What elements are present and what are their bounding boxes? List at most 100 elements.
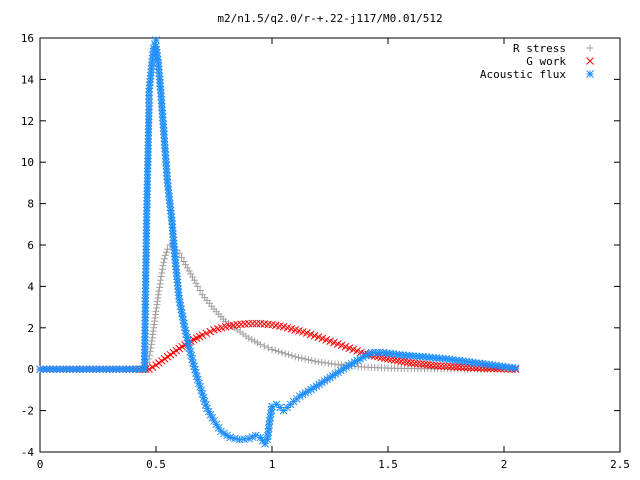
data-point xyxy=(248,319,257,328)
data-point xyxy=(453,363,462,371)
data-point xyxy=(145,91,153,100)
data-point xyxy=(202,329,211,338)
data-point xyxy=(206,327,214,336)
data-point xyxy=(178,253,186,261)
data-point xyxy=(159,262,167,270)
data-point xyxy=(160,258,168,266)
y-tick-label: 8 xyxy=(27,198,34,211)
data-point xyxy=(433,361,442,370)
data-point xyxy=(443,362,452,371)
data-point xyxy=(271,347,279,355)
series-layer xyxy=(36,36,520,448)
data-point xyxy=(245,334,253,342)
data-point xyxy=(256,340,264,348)
axes: 0 0.5 1 1.5 2 2.5 -4 -2 0 2 4 6 8 10 12 14 16 xyxy=(21,32,630,471)
data-point xyxy=(252,319,261,328)
y-tick-label: 6 xyxy=(27,239,34,252)
legend-marker xyxy=(586,44,594,52)
data-point xyxy=(423,360,432,369)
data-point xyxy=(158,269,166,277)
data-point xyxy=(413,359,422,368)
data-point xyxy=(260,342,268,350)
data-point xyxy=(291,353,299,361)
data-point xyxy=(295,354,303,362)
data-point xyxy=(158,265,166,273)
y-tick-label: 16 xyxy=(21,32,34,45)
legend-label: R stress xyxy=(513,42,566,55)
data-point xyxy=(244,319,253,328)
legend-marker xyxy=(586,70,594,78)
data-point xyxy=(437,362,445,370)
data-point xyxy=(132,365,141,374)
data-point xyxy=(457,363,465,372)
data-point xyxy=(198,331,207,339)
data-point xyxy=(285,351,293,359)
data-point xyxy=(450,363,459,371)
plot-frame xyxy=(39,37,621,453)
data-point xyxy=(367,348,376,357)
data-point xyxy=(161,251,169,259)
data-point xyxy=(187,270,195,278)
data-point xyxy=(147,344,155,352)
chart-title: m2/n1.5/q2.0/r-+.22-j117/M0.01/512 xyxy=(217,12,442,25)
data-point xyxy=(231,434,239,443)
data-point xyxy=(194,282,202,290)
series-r-stress xyxy=(36,241,520,373)
data-point xyxy=(152,36,160,44)
y-tick-label: 10 xyxy=(21,156,34,169)
data-point xyxy=(156,280,164,288)
data-point xyxy=(275,348,283,356)
x-tick-label: 0 xyxy=(37,458,44,471)
data-point xyxy=(145,98,153,107)
data-point xyxy=(410,359,419,368)
data-point xyxy=(148,363,157,371)
legend-marker xyxy=(586,57,594,65)
data-point xyxy=(430,361,439,370)
legend-label: Acoustic flux xyxy=(480,68,566,81)
data-point xyxy=(162,248,170,256)
data-point xyxy=(157,273,165,281)
x-tick-label: 2.5 xyxy=(610,458,630,471)
y-tick-label: -4 xyxy=(21,446,35,459)
x-tick-label: 2 xyxy=(501,458,508,471)
data-point xyxy=(161,255,169,263)
x-tick-label: 1.5 xyxy=(378,458,398,471)
data-point xyxy=(164,245,172,253)
data-point xyxy=(407,359,416,367)
data-point xyxy=(281,350,289,358)
y-tick-label: 14 xyxy=(21,73,35,86)
data-point xyxy=(511,364,520,373)
data-point xyxy=(254,339,261,347)
data-point xyxy=(353,356,362,365)
data-point xyxy=(440,362,449,371)
x-tick-label: 0.5 xyxy=(146,458,166,471)
series-acoustic-flux xyxy=(36,36,520,448)
y-tick-label: 0 xyxy=(27,363,34,376)
data-point xyxy=(157,276,165,284)
data-point xyxy=(155,287,163,295)
y-tick-label: 12 xyxy=(21,115,34,128)
data-point xyxy=(304,356,312,364)
data-point xyxy=(420,360,429,369)
data-point xyxy=(397,357,406,366)
data-point xyxy=(288,352,296,360)
data-point xyxy=(155,283,163,291)
x-tick-label: 1 xyxy=(269,458,276,471)
y-tick-label: 2 xyxy=(27,322,34,335)
data-point xyxy=(182,261,190,269)
data-point xyxy=(192,279,200,287)
y-tick-label: -2 xyxy=(21,405,34,418)
data-point xyxy=(404,358,412,367)
data-point xyxy=(248,336,256,344)
data-point xyxy=(180,258,188,266)
data-point xyxy=(196,287,204,295)
data-point xyxy=(264,344,272,352)
data-point xyxy=(154,291,162,299)
data-point xyxy=(311,357,319,365)
legend-label: G work xyxy=(526,55,566,68)
data-point xyxy=(183,264,191,272)
data-point xyxy=(298,354,306,362)
data-point xyxy=(427,361,435,369)
data-point xyxy=(226,433,235,442)
